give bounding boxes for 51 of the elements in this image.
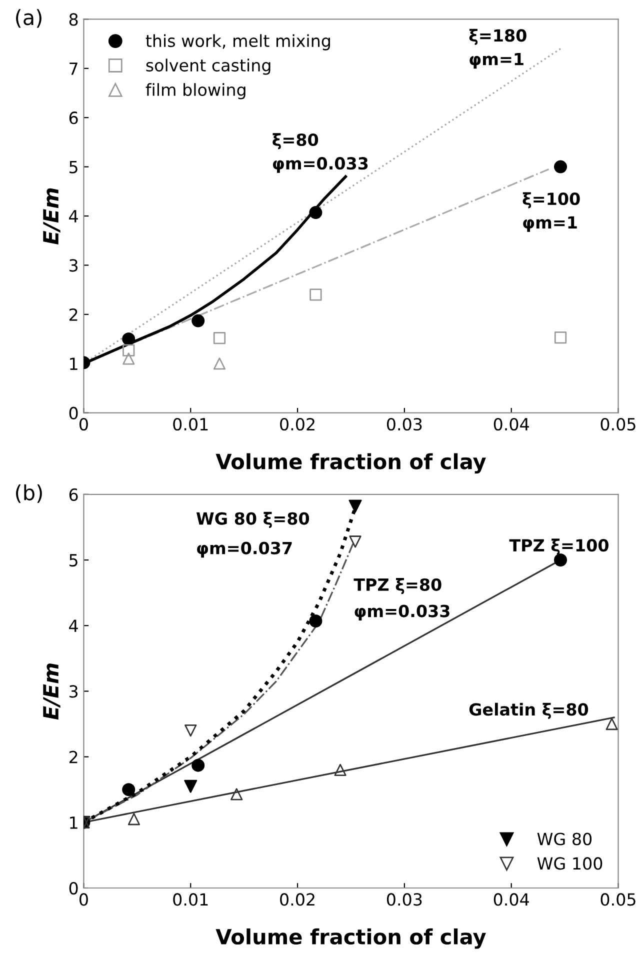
x-tick-label: 0.04	[494, 418, 529, 431]
annotation: φm=0.037	[197, 542, 292, 558]
x-tick-label: 0	[80, 418, 88, 431]
y-tick-label: 2	[69, 750, 78, 764]
legend-label: solvent casting	[146, 58, 270, 75]
y-tick-label: 3	[70, 259, 78, 272]
y-tick-label: 4	[69, 620, 78, 632]
legend-label: WG 80	[537, 832, 592, 846]
text: (a)	[16, 9, 42, 28]
annotation: φm=1	[470, 52, 524, 69]
x-tick-label: 0.04	[494, 893, 529, 906]
y-tick-label: 6	[69, 112, 78, 124]
x-tick-label: 0.01	[173, 893, 208, 906]
y-tick-label: 7	[70, 62, 78, 75]
x-axis-title: Volume fraction of clay	[216, 928, 486, 949]
y-tick-label: 1	[70, 816, 78, 829]
y-tick-label: 5	[70, 554, 78, 567]
y-tick-label: 4	[69, 210, 78, 222]
x-tick-label: 0.05	[600, 418, 636, 431]
x-tick-label: 0.03	[386, 418, 422, 431]
annotation: Gelatin ξ=80	[469, 702, 588, 719]
x-tick-label: 0.05	[600, 893, 636, 906]
legend-label: film blowing	[146, 83, 246, 100]
y-tick-label: 0	[69, 406, 78, 420]
y-axis-title: E/Em	[43, 188, 60, 244]
y-tick-label: 2	[69, 308, 78, 321]
y-tick-label: 3	[70, 685, 78, 698]
y-tick-label: 6	[69, 488, 78, 501]
annotation: WG 80 ξ=80	[196, 512, 310, 528]
y-tick-label: 5	[70, 160, 78, 174]
y-axis-title: E/Em	[43, 664, 60, 720]
annotation: φm=0.033	[272, 157, 368, 173]
legend-label: this work, melt mixing	[146, 34, 330, 50]
legend-label: WG 100	[537, 857, 602, 870]
annotation: φm=0.033	[354, 604, 450, 621]
x-tick-label: 0.03	[386, 893, 422, 906]
text: (b)	[16, 484, 42, 503]
x-tick-label: 0.02	[280, 418, 314, 431]
y-tick-label: 1	[70, 358, 78, 370]
y-tick-label: 0	[69, 882, 78, 895]
annotation: ξ=100	[522, 192, 580, 208]
y-tick-label: 8	[69, 13, 78, 26]
x-tick-label: 0.01	[173, 418, 208, 431]
annotation: ξ=80	[272, 133, 318, 150]
annotation: ξ=180	[469, 28, 526, 45]
x-tick-label: 0.02	[280, 893, 314, 906]
annotation: TPZ ξ=100	[509, 538, 608, 555]
x-axis-title: Volume fraction of clay	[216, 453, 486, 474]
annotation: φm=1	[523, 216, 577, 232]
x-tick-label: 0	[80, 893, 88, 906]
annotation: TPZ ξ=80	[354, 578, 442, 594]
